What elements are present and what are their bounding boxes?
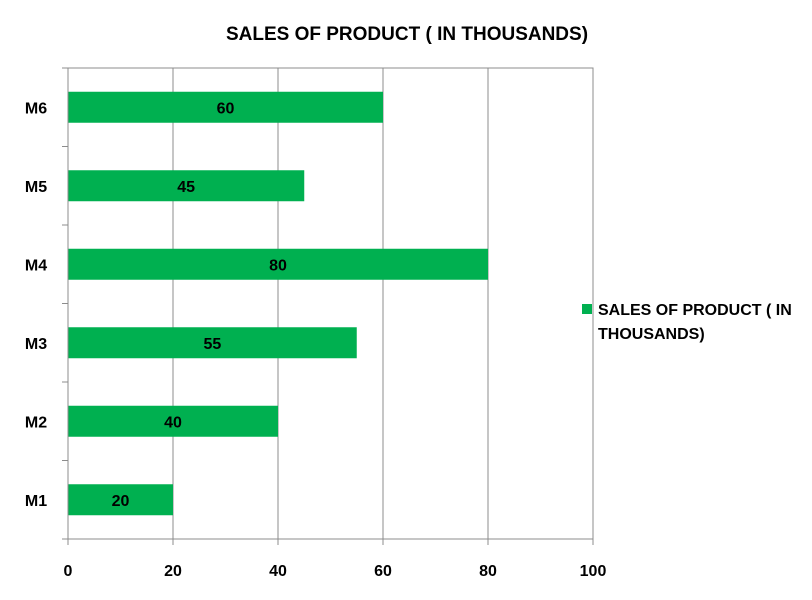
bar-m3 <box>68 327 357 359</box>
x-tick-label-0: 0 <box>64 563 73 580</box>
x-tick-label-2: 40 <box>269 563 287 580</box>
y-category-m4: M4 <box>25 257 47 274</box>
y-category-m1: M1 <box>25 493 47 510</box>
bar-m1 <box>68 484 173 516</box>
y-axis-categories: M1 M2 M3 M4 M5 M6 <box>25 67 68 540</box>
data-label-m5: 45 <box>177 179 195 196</box>
gridlines <box>172 68 489 539</box>
data-label-m6: 60 <box>217 100 235 117</box>
y-category-m6: M6 <box>25 100 47 117</box>
y-category-m2: M2 <box>25 414 47 431</box>
bar-m6 <box>68 91 383 123</box>
data-label-m4: 80 <box>269 257 287 274</box>
bars <box>68 91 488 516</box>
x-tick-label-4: 80 <box>479 563 497 580</box>
data-label-m2: 40 <box>164 414 182 431</box>
legend-label-line-2: THOUSANDS) <box>598 326 705 343</box>
bar-m5 <box>68 170 305 202</box>
bar-m2 <box>68 405 278 437</box>
x-tick-label-5: 100 <box>580 563 607 580</box>
x-tick-label-1: 20 <box>164 563 182 580</box>
y-category-m5: M5 <box>25 179 47 196</box>
legend-swatch <box>582 304 592 314</box>
legend: SALES OF PRODUCT ( IN THOUSANDS) <box>582 302 796 343</box>
legend-label: SALES OF PRODUCT ( IN THOUSANDS) <box>598 302 796 343</box>
data-labels: 20 40 55 80 45 60 <box>112 100 287 510</box>
x-tick-label-3: 60 <box>374 563 392 580</box>
data-label-m1: 20 <box>112 493 130 510</box>
y-category-m3: M3 <box>25 336 47 353</box>
bar-m4 <box>68 248 488 280</box>
chart-title: SALES OF PRODUCT ( IN THOUSANDS) <box>226 24 588 45</box>
x-axis-ticks: 0 20 40 60 80 100 <box>64 539 607 580</box>
data-label-m3: 55 <box>203 336 221 353</box>
legend-label-line-1: SALES OF PRODUCT ( IN <box>598 302 792 319</box>
